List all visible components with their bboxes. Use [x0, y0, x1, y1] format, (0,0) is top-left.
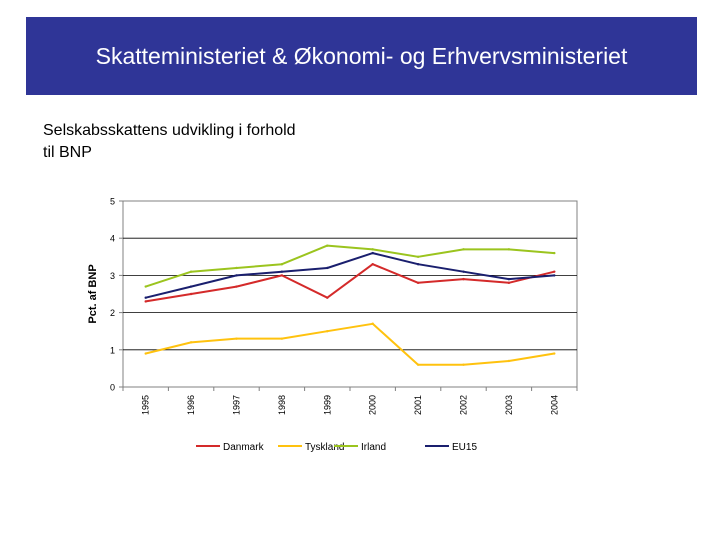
series-lines	[144, 244, 556, 366]
x-tick-label: 2004	[549, 395, 559, 415]
data-point	[371, 248, 374, 251]
data-point	[189, 270, 193, 273]
data-point	[371, 263, 374, 266]
data-point	[462, 363, 465, 366]
data-point	[507, 281, 511, 285]
data-point	[144, 285, 147, 288]
data-point	[553, 251, 556, 255]
gridlines	[123, 237, 577, 351]
legend-label: Tyskland	[305, 442, 344, 453]
data-point	[144, 296, 147, 299]
data-point	[371, 251, 374, 255]
y-axis-label: Pct. af BNP	[87, 264, 99, 323]
x-tick-label: 1996	[186, 395, 196, 415]
legend-label: EU15	[452, 442, 477, 453]
legend-label: Danmark	[223, 442, 265, 453]
data-point	[553, 270, 556, 273]
plot-area	[122, 200, 578, 388]
y-tick-label: 2	[110, 308, 115, 318]
x-tick-label: 1997	[232, 395, 242, 415]
data-point	[189, 292, 193, 296]
legend: Danmark Tyskland Irland EU15	[196, 442, 477, 453]
x-tick-label: 1998	[277, 395, 287, 415]
data-point	[189, 285, 193, 288]
data-point	[280, 274, 284, 277]
data-point	[416, 263, 420, 266]
series-line-eu15	[145, 252, 555, 299]
data-point	[235, 266, 238, 270]
legend-label: Irland	[361, 442, 386, 453]
data-point	[462, 277, 465, 281]
x-tick-label: 1995	[141, 395, 151, 415]
data-point	[462, 248, 465, 251]
data-point	[416, 281, 420, 285]
data-point	[326, 330, 329, 333]
y-axis: 0 1 2 3 4 5	[110, 197, 123, 393]
series-line-danmark	[145, 263, 555, 303]
data-point	[189, 341, 193, 344]
data-point	[553, 352, 556, 355]
header-banner: Skatteministeriet & Økonomi- og Erhvervs…	[26, 17, 697, 95]
series-line-tyskland	[145, 322, 555, 366]
data-point	[507, 248, 511, 251]
data-point	[416, 255, 420, 258]
y-tick-label: 4	[110, 234, 115, 244]
data-point	[235, 274, 238, 277]
y-tick-label: 1	[110, 345, 115, 355]
data-point	[553, 274, 556, 277]
data-point	[416, 363, 420, 366]
x-axis: 1995 1996 1997 1998 1999 2000 2001 2002 2003 2004	[122, 387, 578, 415]
data-point	[371, 322, 374, 325]
data-point	[235, 285, 238, 288]
chart-subtitle: Selskabsskattens udvikling i forhold til…	[43, 122, 296, 161]
data-point	[235, 337, 238, 340]
data-point	[280, 337, 284, 340]
data-point	[144, 352, 147, 355]
series-line-irland	[145, 244, 555, 288]
data-point	[144, 300, 147, 303]
x-tick-label: 2003	[504, 395, 514, 415]
x-tick-label: 1999	[322, 395, 332, 415]
data-point	[326, 296, 329, 299]
data-point	[326, 266, 329, 270]
x-tick-label: 2000	[368, 395, 378, 415]
page-title: Skatteministeriet & Økonomi- og Erhvervs…	[95, 43, 628, 69]
x-tick-label: 2002	[459, 395, 469, 415]
x-tick-label: 2001	[413, 395, 423, 415]
data-point	[326, 244, 329, 247]
y-tick-label: 5	[110, 197, 115, 207]
data-point	[280, 270, 284, 273]
data-point	[280, 263, 284, 266]
y-tick-label: 3	[110, 271, 115, 281]
data-point	[507, 277, 511, 281]
y-tick-label: 0	[110, 383, 115, 393]
data-point	[462, 270, 465, 273]
data-point	[507, 359, 511, 363]
